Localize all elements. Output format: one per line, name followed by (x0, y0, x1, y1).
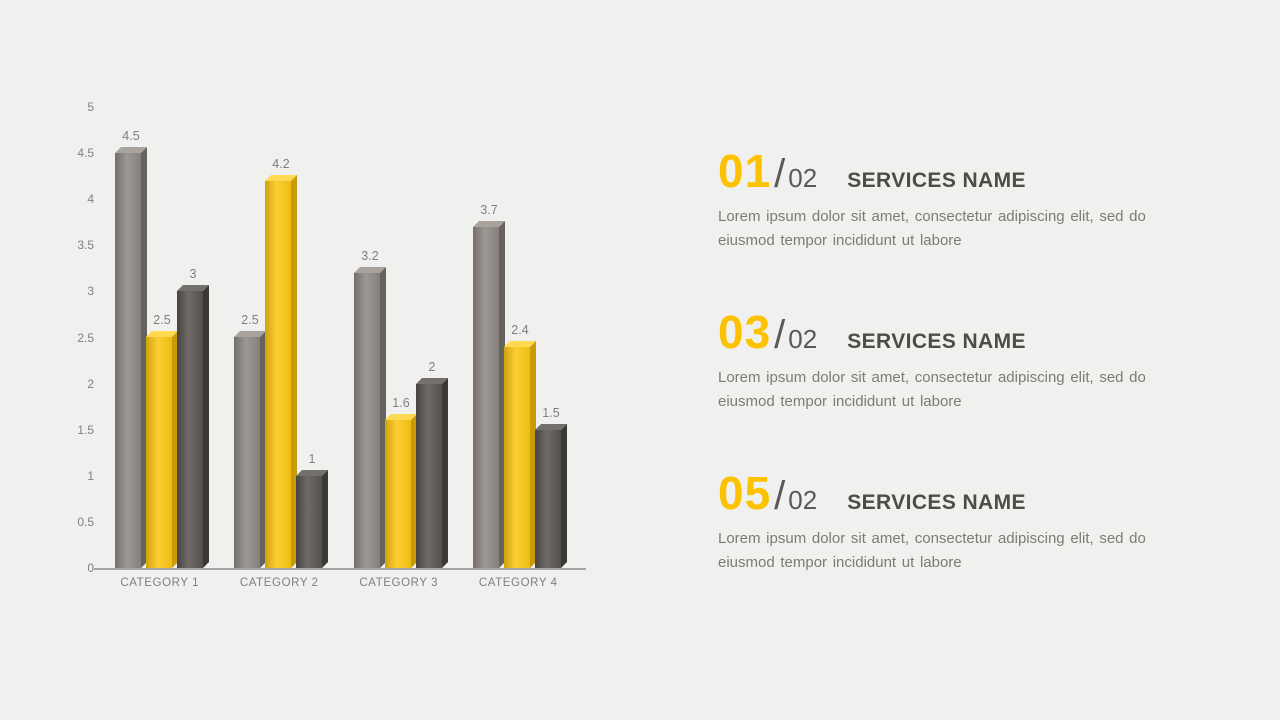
bar-value-label: 2 (428, 360, 436, 374)
bar-front-shading (177, 291, 203, 568)
service-description: Lorem ipsum dolor sit amet, consectetur … (718, 530, 1146, 571)
bar-side-face (322, 470, 328, 568)
bar-front-shading (504, 347, 530, 568)
y-tick-label: 4 (87, 192, 94, 207)
bar-front-shading (265, 181, 291, 568)
bar-category-2-series-yellow (265, 175, 297, 568)
x-category-label: CATEGORY 3 (359, 577, 439, 589)
bar-category-2-series-gray (234, 331, 266, 568)
bar-value-label: 4.5 (122, 129, 140, 143)
bar-category-4-series-yellow (504, 341, 536, 568)
services-column: 01 / 02 SERVICES NAME Lorem ipsum dolor … (718, 144, 1186, 627)
service-heading: 03 / 02 SERVICES NAME (718, 305, 1186, 359)
bar-category-4-series-gray (473, 221, 505, 568)
bar-category-3-series-dark (416, 378, 448, 568)
service-total: 02 (788, 324, 818, 354)
bar-value-label: 1.5 (542, 406, 560, 420)
service-number: 03 (718, 306, 772, 358)
bar-category-3-series-yellow (385, 414, 417, 568)
bar-category-2-series-dark (296, 470, 328, 568)
chart-plot: 4.5 2.5 3 2.5 4.2 1 3.2 1.6 2 3.7 2.4 1.5 (100, 107, 578, 568)
service-slash: / (774, 152, 786, 196)
bar-category-3-series-gray (354, 267, 386, 568)
bar-value-label: 3.2 (361, 249, 379, 263)
bar-value-label: 2.5 (153, 313, 171, 327)
bar-front-shading (115, 153, 141, 568)
bar-side-face (442, 378, 448, 568)
service-total: 02 (788, 163, 818, 193)
bar-side-face (203, 285, 209, 568)
y-tick-label: 5 (87, 100, 94, 114)
service-heading: 05 / 02 SERVICES NAME (718, 466, 1186, 520)
service-slash: / (774, 313, 786, 357)
y-tick-label: 0.5 (77, 514, 94, 529)
bar-front-shading (535, 430, 561, 568)
service-item-1: 01 / 02 SERVICES NAME Lorem ipsum dolor … (718, 144, 1186, 253)
bar-front-shading (416, 384, 442, 568)
bar-category-4-series-dark (535, 424, 567, 568)
bar-chart: 5 4.5 4 3.5 3 2.5 2 1.5 1 0.5 0 4.5 2.5 3 2.5 4.2 1 3.2 1… (60, 95, 605, 615)
bar-value-label: 3 (189, 267, 197, 281)
y-tick-label: 2.5 (77, 330, 94, 345)
service-heading: 01 / 02 SERVICES NAME (718, 144, 1186, 198)
bar-category-1-series-dark (177, 285, 209, 568)
service-title: SERVICES NAME (847, 491, 1026, 514)
service-description: Lorem ipsum dolor sit amet, consectetur … (718, 208, 1146, 249)
bar-value-label: 1 (308, 452, 316, 466)
x-category-label: CATEGORY 2 (239, 577, 319, 589)
y-tick-label: 1.5 (77, 422, 94, 437)
x-category-label: CATEGORY 1 (120, 577, 200, 589)
y-tick-label: 2 (87, 376, 94, 391)
y-tick-label: 1 (87, 468, 94, 483)
bar-front-shading (385, 420, 411, 568)
service-item-3: 05 / 02 SERVICES NAME Lorem ipsum dolor … (718, 466, 1186, 575)
service-title: SERVICES NAME (847, 169, 1026, 192)
service-item-2: 03 / 02 SERVICES NAME Lorem ipsum dolor … (718, 305, 1186, 414)
bar-front-shading (234, 337, 260, 568)
bar-value-label: 1.6 (392, 396, 410, 410)
service-title: SERVICES NAME (847, 330, 1026, 353)
bar-front-shading (296, 476, 322, 568)
bar-value-label: 2.4 (511, 323, 529, 337)
bar-category-1-series-gray (115, 147, 147, 568)
x-axis-line (94, 568, 586, 570)
bar-category-1-series-yellow (146, 331, 178, 568)
x-category-label: CATEGORY 4 (478, 577, 558, 589)
bar-value-label: 3.7 (480, 203, 498, 217)
service-description: Lorem ipsum dolor sit amet, consectetur … (718, 369, 1146, 410)
bar-side-face (561, 424, 567, 568)
y-axis: 5 4.5 4 3.5 3 2.5 2 1.5 1 0.5 0 (60, 100, 94, 575)
service-total: 02 (788, 485, 818, 515)
bar-value-label: 2.5 (241, 313, 259, 327)
y-tick-label: 0 (87, 561, 94, 575)
service-number: 05 (718, 467, 772, 519)
bar-value-label: 4.2 (272, 157, 290, 171)
service-number: 01 (718, 145, 772, 197)
bar-front-shading (146, 337, 172, 568)
bar-front-shading (354, 273, 380, 568)
y-tick-label: 3.5 (77, 238, 94, 253)
y-tick-label: 3 (87, 284, 94, 299)
service-slash: / (774, 474, 786, 518)
bar-front-shading (473, 227, 499, 568)
y-tick-label: 4.5 (77, 146, 94, 161)
